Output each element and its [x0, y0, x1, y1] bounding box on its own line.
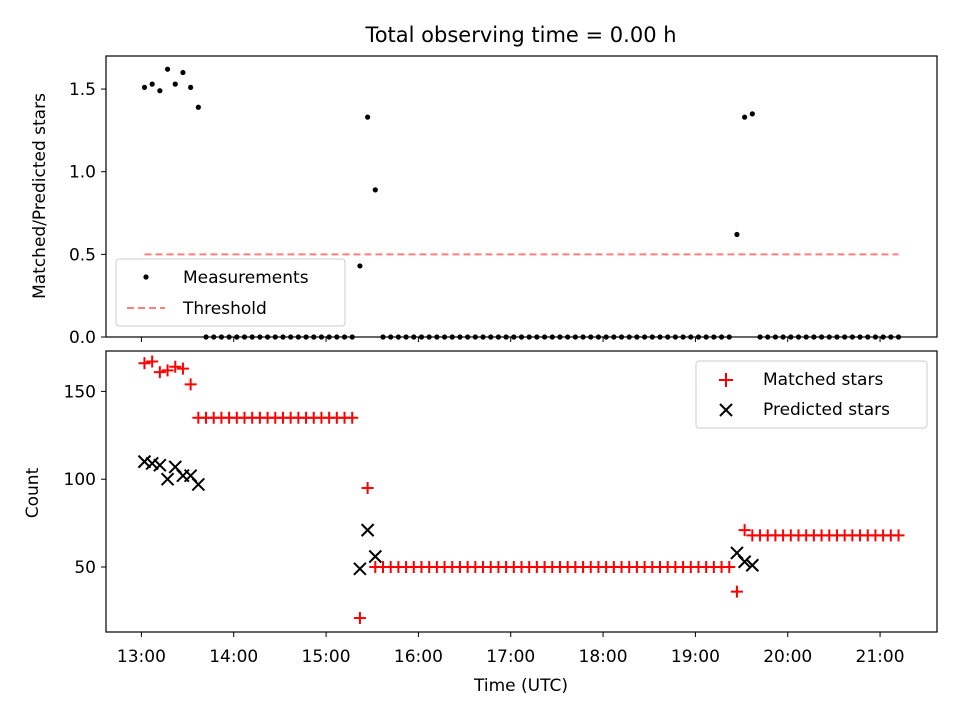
x-tick-label: 21:00 [856, 647, 905, 667]
predicted-stars-point [353, 562, 367, 576]
predicted-stars-point [145, 456, 159, 471]
matched-stars-point [346, 411, 359, 424]
top-legend: Measurements Threshold [115, 258, 346, 327]
legend-matched-label: Matched stars [763, 370, 883, 390]
top-panel-title: Total observing time = 0.00 h [364, 23, 676, 47]
legend-predicted-marker [719, 403, 733, 417]
measurements-point [372, 187, 378, 193]
matched-stars-point [146, 355, 159, 368]
bottom-legend: Matched stars Predicted stars [695, 360, 928, 429]
predicted-stars-point [153, 458, 167, 472]
top-y-axis-label: Matched/Predicted stars [30, 93, 50, 299]
predicted-stars-point [737, 555, 752, 569]
matched-stars-point [353, 611, 366, 624]
legend-measurements-marker [143, 274, 149, 280]
matched-stars-point [138, 357, 151, 370]
measurements-point [172, 81, 178, 87]
measurements-point [141, 84, 148, 91]
measurements-point [365, 114, 371, 120]
measurements-point [157, 88, 163, 94]
legend-predicted-label: Predicted stars [763, 400, 890, 420]
matched-stars-point [169, 360, 182, 373]
bottom-legend-box [695, 360, 928, 429]
matched-stars-point [738, 524, 751, 537]
x-tick-label: 18:00 [579, 647, 628, 667]
x-tick-label: 17:00 [486, 647, 535, 667]
legend-measurements-label: Measurements [183, 268, 309, 288]
x-tick-label: 19:00 [671, 647, 720, 667]
matched-stars-point [184, 378, 197, 391]
bottom-axes-frame [105, 350, 938, 633]
bottom-y-axis-label: Count [23, 467, 43, 518]
x-tick-label: 16:00 [394, 647, 443, 667]
top-y-tick-label: 0.0 [69, 328, 96, 348]
legend-threshold-label: Threshold [182, 299, 267, 319]
x-tick-label: 13:00 [117, 647, 166, 667]
top-axes-frame [105, 55, 938, 338]
measurements-point [734, 231, 740, 238]
predicted-stars-point [191, 477, 206, 492]
bottom-plot-area: 13:00 14:00 15:00 16:00 17:00 18:00 19:00 20:00… [64, 355, 905, 667]
predicted-stars-point [160, 472, 175, 486]
measurements-point [180, 69, 186, 76]
top-legend-box [115, 258, 346, 327]
bottom-y-tick-label: 100 [64, 470, 96, 490]
measurements-point [357, 263, 363, 269]
matched-stars-point [723, 561, 736, 574]
x-axis-label: Time (UTC) [473, 676, 568, 696]
matched-stars-point [153, 366, 166, 379]
measurements-point [195, 104, 201, 110]
top-y-tick-label: 0.5 [69, 245, 96, 265]
measurements-point [149, 81, 155, 87]
x-tick-label: 14:00 [209, 647, 258, 667]
x-tick-label: 20:00 [763, 647, 812, 667]
measurements-point [164, 66, 171, 72]
matched-stars-point [161, 364, 174, 377]
predicted-stars-point [745, 558, 760, 572]
matched-stars-point [176, 362, 189, 375]
top-y-tick-label: 1.0 [69, 163, 96, 183]
bottom-y-tick-label: 50 [74, 558, 96, 578]
measurements-point [749, 111, 755, 117]
measurements-point [188, 84, 194, 91]
bottom-y-tick-label: 150 [64, 382, 96, 402]
matched-stars-point [892, 529, 905, 542]
top-y-tick-label: 1.5 [69, 80, 96, 100]
measurements-point [742, 114, 748, 120]
x-tick-label: 15:00 [302, 647, 351, 667]
matched-stars-point [730, 585, 743, 598]
predicted-stars-point [368, 549, 383, 564]
predicted-stars-point [137, 454, 152, 469]
legend-matched-marker [719, 373, 733, 387]
matched-stars-point [361, 481, 374, 494]
predicted-stars-point [360, 523, 375, 537]
